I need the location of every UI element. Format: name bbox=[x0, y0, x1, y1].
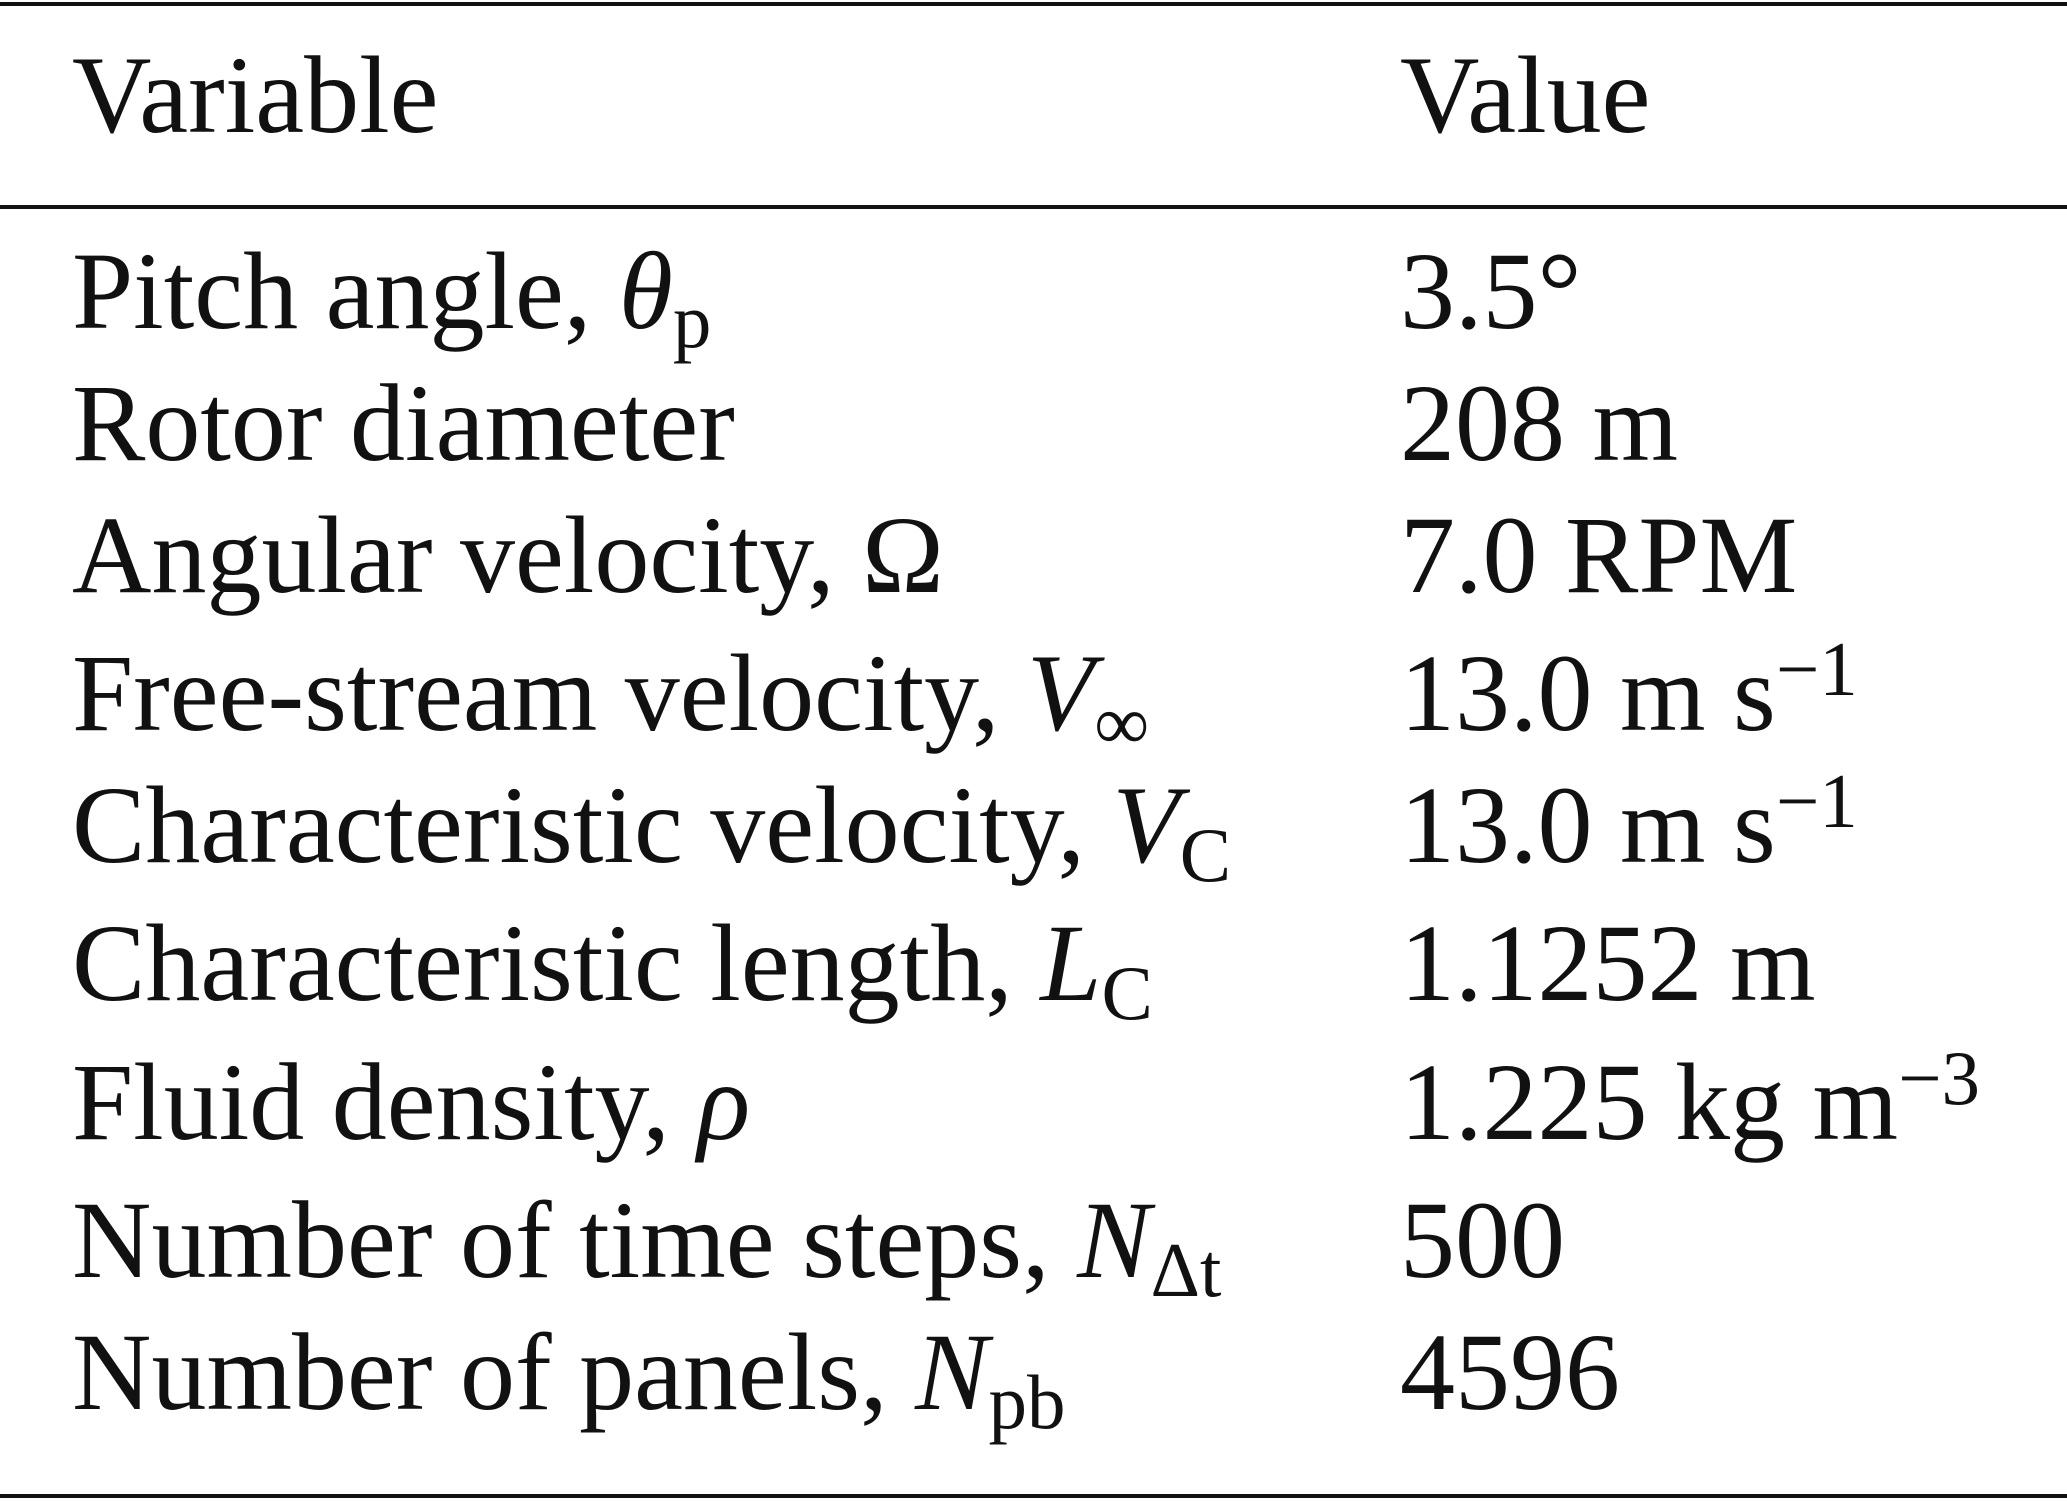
subscript: p bbox=[672, 278, 712, 365]
variable-cell: Number of time steps, NΔt bbox=[72, 1185, 1221, 1309]
cell-text: 7.0 RPM bbox=[1400, 494, 1798, 616]
superscript: −1 bbox=[1775, 758, 1858, 845]
subscript: C bbox=[1101, 950, 1153, 1037]
value-cell: 1.1252 m bbox=[1400, 908, 1816, 1018]
value-cell: 4596 bbox=[1400, 1317, 1620, 1427]
subscript: pb bbox=[988, 1359, 1066, 1446]
header-rule bbox=[0, 205, 2067, 209]
variable-cell: Rotor diameter bbox=[72, 368, 735, 478]
superscript: −3 bbox=[1898, 1035, 1980, 1122]
symbol: V bbox=[1112, 764, 1180, 886]
header-variable: Variable bbox=[72, 34, 439, 156]
value-cell: 13.0 m s−1 bbox=[1400, 631, 1858, 748]
value-cell: 7.0 RPM bbox=[1400, 500, 1797, 610]
value-cell: 500 bbox=[1400, 1185, 1565, 1295]
subscript: Δt bbox=[1150, 1227, 1222, 1314]
variable-cell: Angular velocity, Ω bbox=[72, 500, 944, 610]
superscript: −1 bbox=[1775, 626, 1858, 713]
cell-text: Number of time steps, bbox=[72, 1179, 1078, 1301]
cell-text: 1.225 kg m bbox=[1400, 1041, 1899, 1163]
cell-text: 13.0 m s bbox=[1400, 764, 1776, 886]
cell-text: 500 bbox=[1400, 1179, 1565, 1301]
symbol: N bbox=[915, 1311, 989, 1433]
top-rule bbox=[0, 2, 2067, 6]
cell-text: Characteristic length, bbox=[72, 902, 1041, 1024]
cell-text: Pitch angle, bbox=[72, 230, 619, 352]
variable-cell: Pitch angle, θp bbox=[72, 236, 711, 360]
cell-text: 3.5° bbox=[1400, 230, 1582, 352]
cell-text: 208 m bbox=[1400, 362, 1679, 484]
cell-text: Number of panels, bbox=[72, 1311, 916, 1433]
cell-text: 4596 bbox=[1400, 1311, 1620, 1433]
cell-text: Free-stream velocity, bbox=[72, 632, 1027, 754]
cell-text: 1.1252 m bbox=[1400, 902, 1816, 1024]
subscript: ∞ bbox=[1094, 680, 1150, 767]
value-cell: 1.225 kg m−3 bbox=[1400, 1040, 1980, 1157]
variable-cell: Characteristic length, LC bbox=[72, 908, 1153, 1032]
value-cell: 13.0 m s−1 bbox=[1400, 763, 1858, 880]
variable-cell: Fluid density, ρ bbox=[72, 1047, 750, 1157]
bottom-rule bbox=[0, 1494, 2067, 1498]
symbol: ρ bbox=[697, 1041, 751, 1163]
cell-text: Fluid density, bbox=[72, 1041, 698, 1163]
symbol: L bbox=[1040, 902, 1102, 1024]
header-value: Value bbox=[1400, 34, 1651, 156]
variable-cell: Characteristic velocity, VC bbox=[72, 770, 1231, 894]
cell-text: 13.0 m s bbox=[1400, 632, 1776, 754]
symbol: θ bbox=[618, 230, 673, 352]
value-cell: 3.5° bbox=[1400, 236, 1582, 346]
variable-cell: Number of panels, Npb bbox=[72, 1317, 1065, 1441]
cell-text: Characteristic velocity, bbox=[72, 764, 1113, 886]
cell-text: Rotor diameter bbox=[72, 362, 735, 484]
symbol: N bbox=[1077, 1179, 1151, 1301]
symbol: V bbox=[1026, 632, 1095, 754]
subscript: C bbox=[1179, 812, 1232, 899]
variable-cell: Free-stream velocity, V∞ bbox=[72, 638, 1149, 762]
value-cell: 208 m bbox=[1400, 368, 1678, 478]
cell-text: Angular velocity, Ω bbox=[72, 494, 944, 616]
